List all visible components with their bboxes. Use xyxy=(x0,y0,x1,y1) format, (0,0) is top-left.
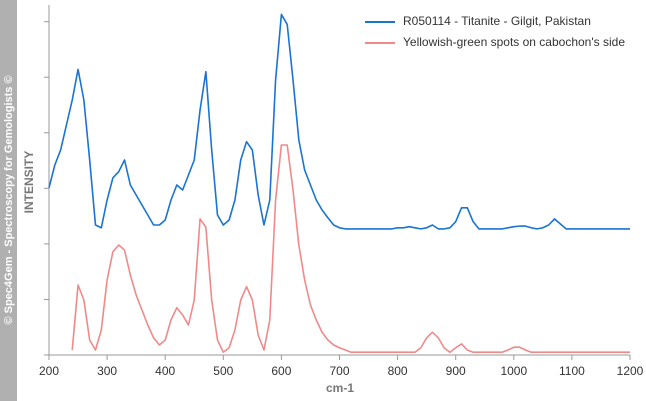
x-axis-label: cm-1 xyxy=(326,381,354,395)
x-tick-label: 200 xyxy=(39,364,59,378)
x-tick-label: 300 xyxy=(97,364,117,378)
x-tick-label: 500 xyxy=(213,364,233,378)
series-line xyxy=(71,144,630,354)
watermark-band xyxy=(0,0,17,401)
x-tick-label: 800 xyxy=(388,364,408,378)
legend-label: R050114 - Titanite - Gilgit, Pakistan xyxy=(403,14,591,28)
legend-label: Yellowish-green spots on cabochon's side xyxy=(403,35,625,49)
x-tick-label: 700 xyxy=(329,364,349,378)
series-line xyxy=(48,13,630,230)
x-tick-label: 1200 xyxy=(617,364,644,378)
x-tick-label: 400 xyxy=(155,364,175,378)
x-tick-label: 1000 xyxy=(500,364,527,378)
x-tick-label: 900 xyxy=(446,364,466,378)
watermark: © Spec4Gem - Spectroscopy for Gemologist… xyxy=(3,75,15,324)
y-axis-label: INTENSITY xyxy=(22,151,36,214)
x-tick-label: 1100 xyxy=(559,364,585,378)
x-tick-label: 600 xyxy=(271,364,291,378)
